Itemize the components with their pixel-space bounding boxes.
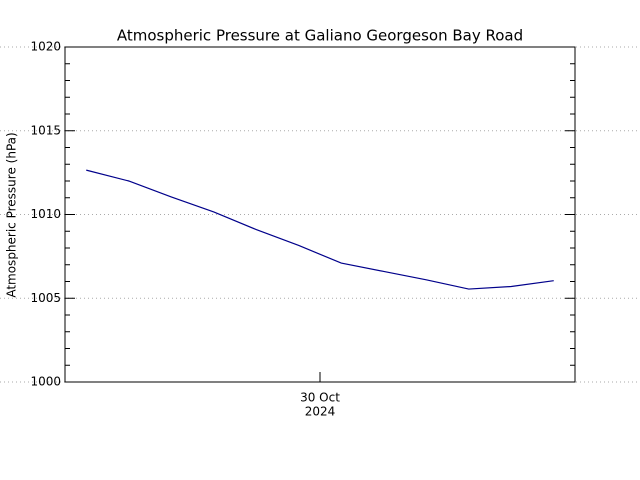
plot-frame xyxy=(64,46,576,383)
y-tick-label: 1015 xyxy=(30,123,61,137)
data-line xyxy=(86,169,554,290)
y-tick-label: 1010 xyxy=(30,207,61,221)
y-tick-label: 1020 xyxy=(30,40,61,54)
y-axis-label: Atmospheric Pressure (hPa) xyxy=(5,132,19,297)
chart-title: Atmospheric Pressure at Galiano Georgeso… xyxy=(117,27,523,45)
y-tick-label: 1000 xyxy=(30,375,61,389)
x-tick-label: 30 Oct xyxy=(300,391,340,405)
y-tick-label: 1005 xyxy=(30,291,61,305)
x-tick-year: 2024 xyxy=(305,405,336,419)
